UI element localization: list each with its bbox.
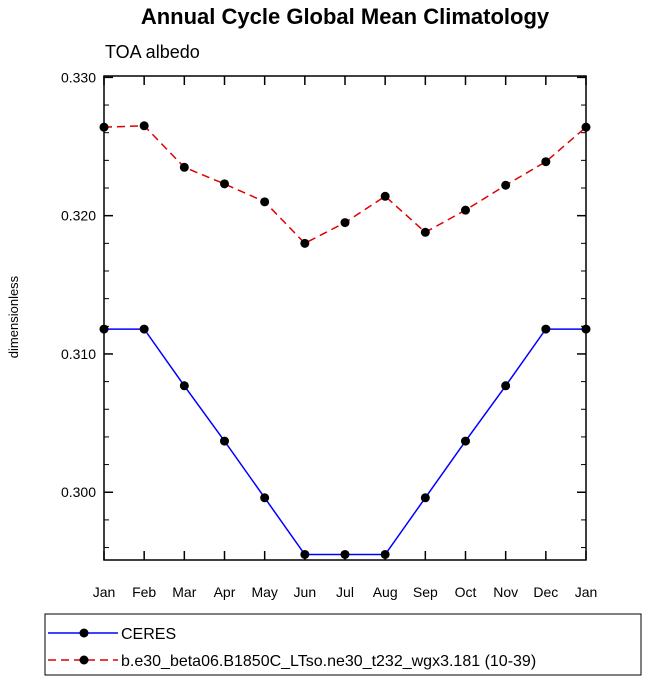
x-tick-label: Mar xyxy=(172,584,196,600)
y-axis-label: dimensionless xyxy=(6,275,21,358)
legend-marker-0 xyxy=(79,628,89,638)
x-tick-label: Jun xyxy=(294,584,317,600)
series-layer xyxy=(99,121,591,559)
series-1-point xyxy=(139,121,149,131)
series-1-point xyxy=(501,180,511,190)
y-tick-label: 0.300 xyxy=(61,484,96,500)
series-1-point xyxy=(380,191,390,201)
series-0-point xyxy=(220,436,229,446)
series-1-point xyxy=(420,227,430,237)
series-line-0 xyxy=(104,328,586,556)
series-0-point xyxy=(501,381,511,391)
x-tick-label: Oct xyxy=(455,584,477,600)
x-tick-label: Dec xyxy=(533,584,558,600)
x-tick-label: Apr xyxy=(214,584,236,600)
chart-subtitle: TOA albedo xyxy=(105,42,200,62)
series-1-point xyxy=(99,122,109,132)
legend-box xyxy=(44,613,642,676)
y-tick-label: 0.310 xyxy=(61,346,96,362)
x-tick-label: Feb xyxy=(132,584,156,600)
series-1-point xyxy=(581,122,591,132)
series-0-point xyxy=(260,493,270,503)
chart-title: Annual Cycle Global Mean Climatology xyxy=(141,4,550,29)
series-0-point xyxy=(581,324,591,334)
series-1-point xyxy=(260,197,270,207)
y-tick-label: 0.320 xyxy=(61,208,96,224)
series-0-point xyxy=(300,549,310,559)
series-0-point xyxy=(541,324,551,334)
series-1-point xyxy=(541,157,551,167)
series-0-point xyxy=(179,381,189,391)
series-1-point xyxy=(300,238,310,248)
x-tick-label: Sep xyxy=(413,584,438,600)
series-1-point xyxy=(340,218,350,228)
series-1-point xyxy=(179,162,189,172)
series-0-point xyxy=(380,549,390,559)
series-0-point xyxy=(420,493,430,503)
legend-label-1: b.e30_beta06.B1850C_LTso.ne30_t232_wgx3.… xyxy=(121,653,536,670)
series-0-point xyxy=(139,324,149,334)
x-tick-label: Nov xyxy=(493,584,518,600)
x-tick-labels: Jan Feb Mar Apr May Jun Jul Aug Sep Oct Nov Dec Jan xyxy=(93,584,598,600)
y-tick-label: 0.330 xyxy=(61,69,96,85)
x-tick-label: Jan xyxy=(575,584,598,600)
series-0-point xyxy=(99,324,109,334)
y-tick-labels: 0.300 0.310 0.320 0.330 xyxy=(61,69,96,500)
x-tick-label: Jul xyxy=(336,584,354,600)
series-0-point xyxy=(461,436,470,446)
x-tick-label: Aug xyxy=(373,584,398,600)
x-tick-label: May xyxy=(251,584,277,600)
series-0-point xyxy=(340,549,350,559)
legend-label-0: CERES xyxy=(121,626,176,643)
legend: CERES b.e30_beta06.B1850C_LTso.ne30_t232_… xyxy=(48,626,536,670)
series-1-point xyxy=(220,179,229,189)
plot-frame xyxy=(103,75,587,561)
legend-marker-1 xyxy=(79,655,89,665)
axis-ticks xyxy=(103,76,587,560)
series-1-point xyxy=(461,205,470,215)
x-tick-label: Jan xyxy=(93,584,116,600)
